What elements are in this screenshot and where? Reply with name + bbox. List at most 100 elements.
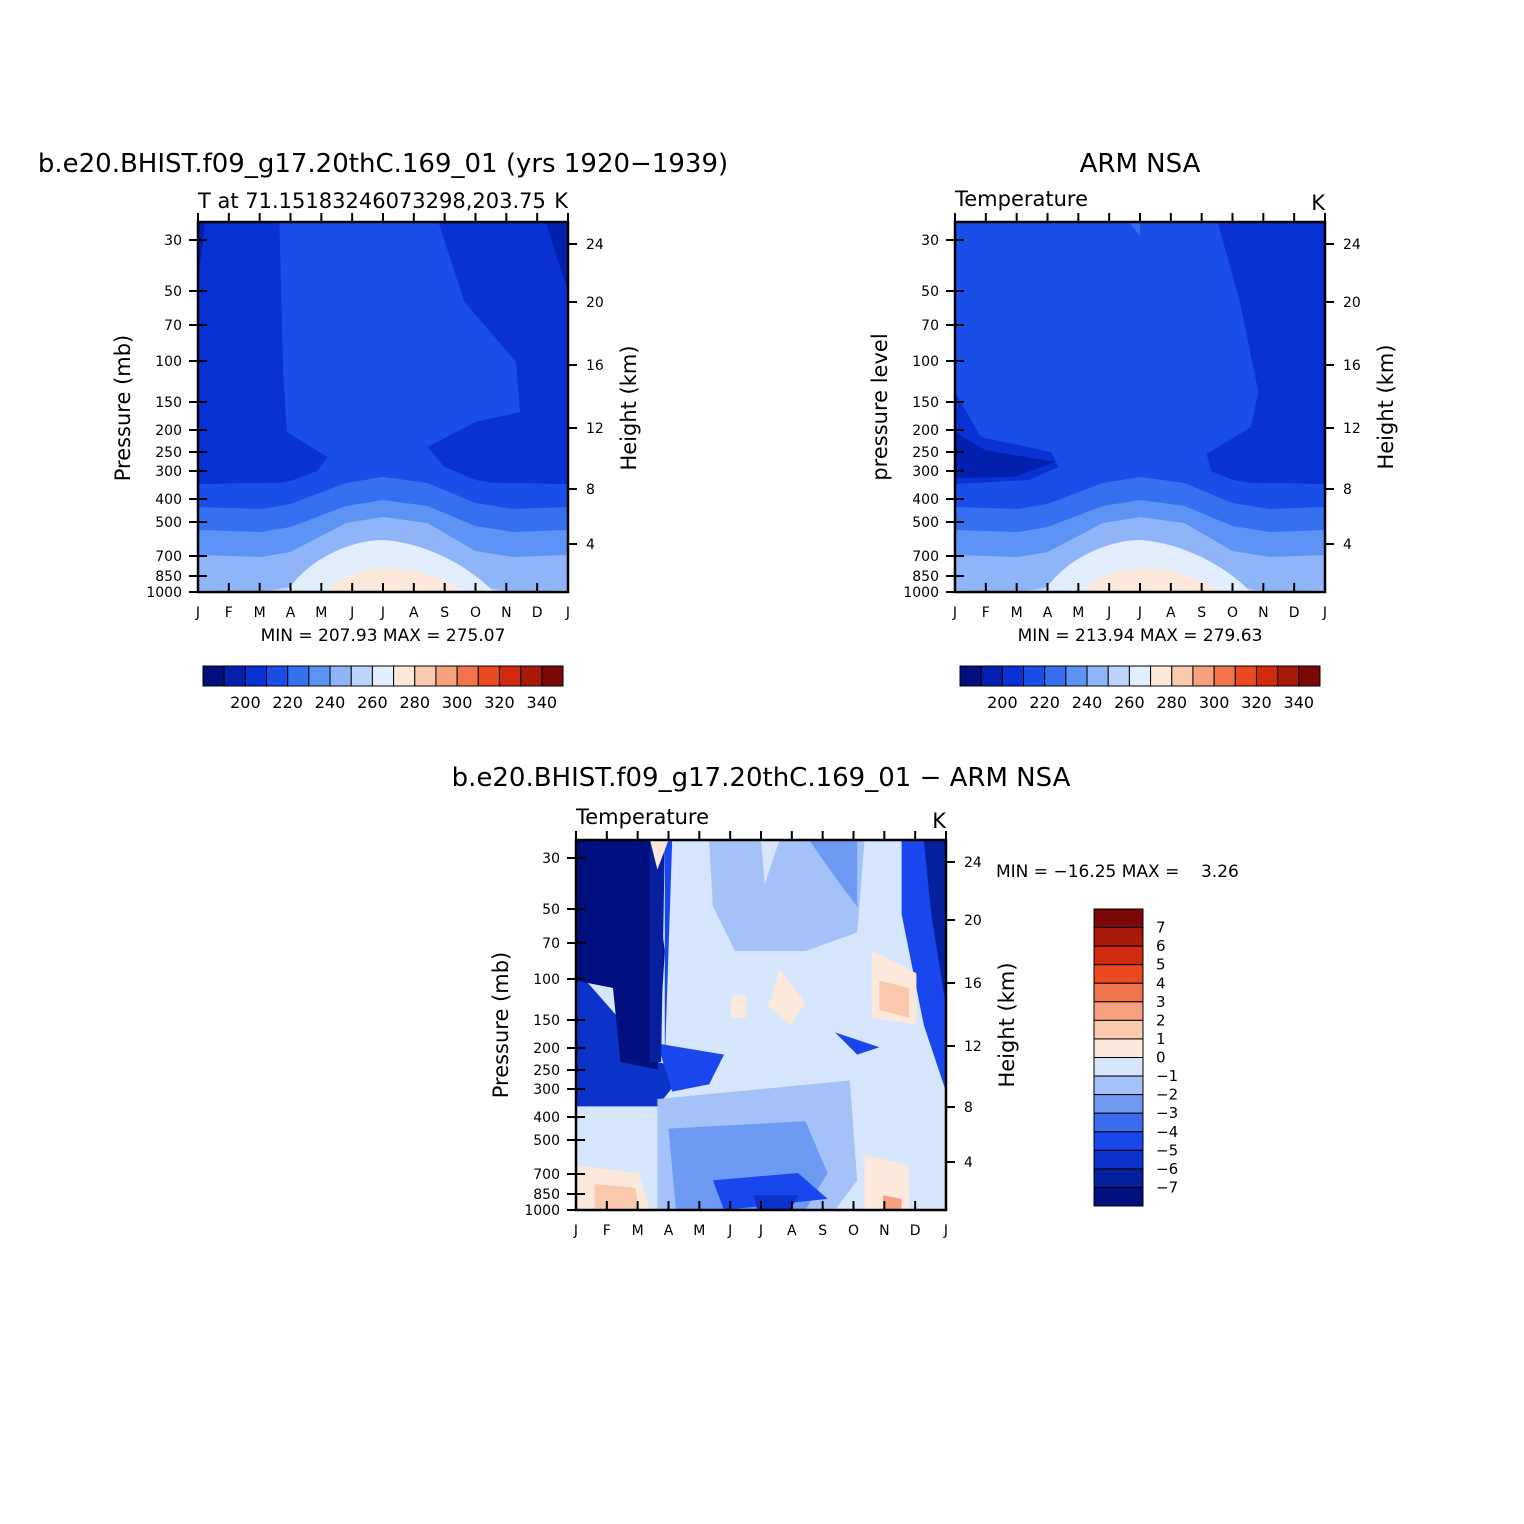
y2-axis-label: Height (km) [1374,344,1398,469]
colorbar-swatch [1107,665,1130,687]
contour-band [809,840,858,907]
y-tick-label: 150 [912,395,939,411]
contour-band [1206,222,1325,484]
colorbar-swatch [1298,665,1321,687]
x-tick-label: S [1197,605,1206,621]
x-tick-label: F [225,605,233,621]
y-tick-label: 100 [155,354,182,370]
colorbar-label: 300 [442,693,473,712]
x-tick-label: A [286,605,296,621]
x-tick-label: J [195,605,200,621]
colorbar-swatch [1128,665,1152,687]
colorbar-label: −1 [1156,1067,1178,1085]
colorbar-label: 1 [1156,1030,1166,1048]
y-tick-label: 300 [912,464,939,480]
colorbar-swatch [1171,665,1194,687]
colorbar-swatch [1093,1168,1144,1188]
colorbar-swatch [1093,1057,1144,1077]
colorbar-label: 340 [527,693,558,712]
x-tick-label: S [440,605,449,621]
colorbar-label: 320 [484,693,515,712]
contour-band [883,1195,902,1210]
contour-band [835,1032,880,1055]
colorbar-swatch [1213,665,1236,687]
contour-band [731,995,747,1018]
contour-band [1313,222,1325,302]
x-tick-label: J [952,605,957,621]
colorbar-label: −6 [1156,1160,1178,1178]
colorbar-swatch [329,665,352,687]
y-tick-label: 250 [533,1063,560,1079]
colorbar-label: 340 [1284,693,1315,712]
y-tick-label: 850 [912,569,939,585]
contour-band [768,969,806,1025]
colorbar-label: −4 [1156,1123,1178,1141]
panel-title: ARM NSA [1080,149,1201,179]
y2-tick-label: 12 [964,1039,982,1055]
y-tick-label: 50 [542,902,560,918]
y-tick-label: 300 [155,464,182,480]
x-tick-label: M [315,605,327,621]
contour-band [1128,222,1140,236]
x-tick-label: J [943,1223,948,1239]
colorbar-label: 200 [987,693,1018,712]
y2-tick-label: 8 [964,1100,973,1116]
y2-tick-label: 20 [586,295,604,311]
contour-band [1043,540,1251,592]
colorbar: 200 220 240 260 280 300 320 340 [202,665,564,712]
colorbar-swatch [1093,1112,1144,1133]
y-tick-label: 70 [921,318,939,334]
y2-axis-label: Height (km) [617,345,641,470]
contour-band [879,980,909,1018]
y2-axis-label: Height (km) [995,962,1019,1087]
colorbar-swatch [1093,1019,1144,1040]
colorbar-swatch [393,665,416,687]
x-tick-label: M [693,1223,705,1239]
y2-tick-label: 16 [1343,358,1361,374]
colorbar-label: 2 [1156,1011,1166,1029]
x-tick-label: D [910,1223,921,1239]
y-tick-label: 1000 [524,1203,560,1219]
units-label: K [554,189,569,213]
y-tick-label: 50 [921,284,939,300]
contour-band [286,540,494,592]
x-tick-label: N [1258,605,1268,621]
x-tick-label: F [982,605,990,621]
x-tick-label: J [727,1223,732,1239]
colorbar-swatch [1093,1186,1144,1207]
y-tick-label: 200 [155,423,182,439]
colorbar-label: 0 [1156,1049,1166,1067]
colorbar-swatch [1093,1131,1144,1151]
colorbar-swatch [959,665,982,687]
units-label: K [932,809,947,833]
contour-band [198,222,206,282]
y-tick-label: 1000 [146,585,182,601]
y2-tick-label: 4 [586,537,595,553]
colorbar-label: 280 [1156,693,1187,712]
y-tick-label: 850 [533,1187,560,1203]
y-tick-label: 400 [155,492,182,508]
y-tick-label: 1000 [903,585,939,601]
colorbar-swatch [371,665,395,687]
colorbar-swatch [414,665,437,687]
y-axis-label: Pressure (mb) [489,952,513,1099]
y-tick-label: 500 [155,515,182,531]
colorbar-swatch [456,665,479,687]
y2-tick-label: 16 [586,358,604,374]
colorbar-label: 5 [1156,956,1166,974]
y-axis-label: pressure level [868,333,892,480]
y2-tick-label: 20 [964,913,982,929]
y-tick-label: 400 [533,1110,560,1126]
x-tick-label: J [565,605,570,621]
colorbar-label: −3 [1156,1104,1178,1122]
x-tick-label: M [1072,605,1084,621]
colorbar-label: 3 [1156,993,1166,1011]
x-tick-label: O [848,1223,859,1239]
x-tick-label: O [470,605,481,621]
y2-tick-label: 8 [586,482,595,498]
x-tick-label: N [501,605,511,621]
contour-band [955,432,1055,478]
colorbar-swatch [1065,665,1088,687]
colorbar-label: 220 [1029,693,1060,712]
colorbar-label: 280 [399,693,430,712]
